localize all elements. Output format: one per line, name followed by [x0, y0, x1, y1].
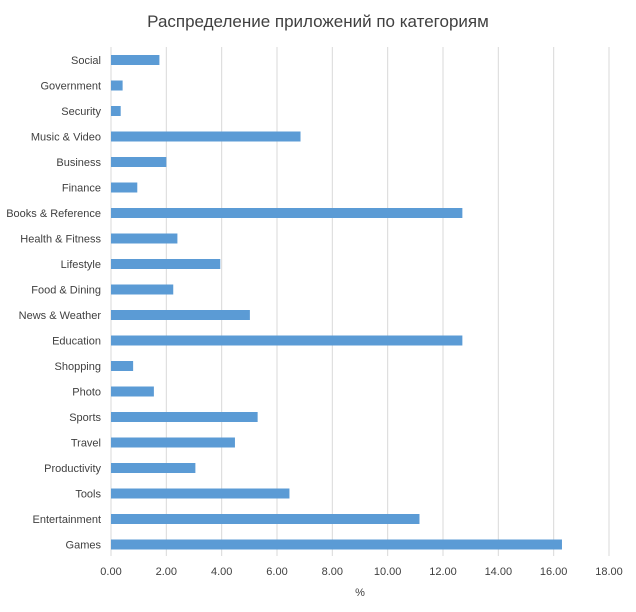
x-tick-label: 16.00	[540, 566, 568, 578]
x-tick-label: 4.00	[211, 566, 232, 578]
category-label: Games	[66, 540, 102, 552]
category-label: Education	[52, 336, 101, 348]
bar	[111, 284, 174, 295]
bar	[111, 208, 463, 218]
bar	[111, 80, 123, 91]
bar	[111, 437, 235, 448]
category-label: Government	[40, 81, 101, 93]
bar	[111, 539, 562, 550]
bar	[111, 386, 154, 397]
gridlines	[110, 47, 610, 556]
category-label: Productivity	[44, 463, 101, 475]
x-tick-label: 10.00	[374, 566, 402, 578]
x-tick-label: 6.00	[266, 566, 287, 578]
bar	[111, 233, 178, 244]
category-labels: Social Government Security Music & Video Bus…	[6, 55, 101, 552]
x-tick-label: 12.00	[429, 566, 457, 578]
category-label: Shopping	[55, 361, 102, 373]
chart-title: Распределение приложений по категориям	[147, 12, 489, 31]
category-label: Books & Reference	[6, 208, 101, 220]
category-label: Lifestyle	[61, 259, 101, 271]
x-tick-label: 8.00	[322, 566, 343, 578]
category-label: Sports	[69, 412, 101, 424]
bar	[111, 55, 160, 65]
bars	[111, 55, 562, 550]
category-label: Health & Fitness	[20, 234, 101, 246]
bar	[111, 131, 301, 142]
category-label: Social	[71, 55, 101, 67]
bar	[111, 361, 134, 371]
bar	[111, 488, 290, 499]
category-label: Finance	[62, 183, 101, 195]
category-label: Security	[61, 106, 101, 118]
bar	[111, 514, 420, 524]
category-label: Food & Dining	[31, 285, 101, 297]
bar	[111, 463, 196, 473]
category-label: Music & Video	[31, 132, 101, 144]
category-label: Entertainment	[33, 514, 101, 526]
x-tick-labels: 0.00 2.00 4.00 6.00 8.00 10.00 12.00 14.00 16.00…	[100, 566, 622, 578]
bar	[111, 259, 221, 269]
bar	[111, 412, 258, 422]
bar	[111, 106, 121, 116]
category-label: Tools	[75, 489, 101, 501]
bar	[111, 335, 463, 346]
x-tick-label: 14.00	[485, 566, 513, 578]
bar	[111, 182, 138, 193]
bar	[111, 157, 167, 167]
category-label: Business	[56, 157, 101, 169]
category-label: News & Weather	[19, 310, 102, 322]
category-label: Travel	[71, 438, 101, 450]
x-tick-label: 0.00	[100, 566, 121, 578]
x-tick-label: 18.00	[595, 566, 623, 578]
x-tick-label: 2.00	[156, 566, 177, 578]
bar	[111, 310, 250, 320]
category-label: Photo	[72, 387, 101, 399]
x-axis-label: %	[355, 587, 365, 599]
